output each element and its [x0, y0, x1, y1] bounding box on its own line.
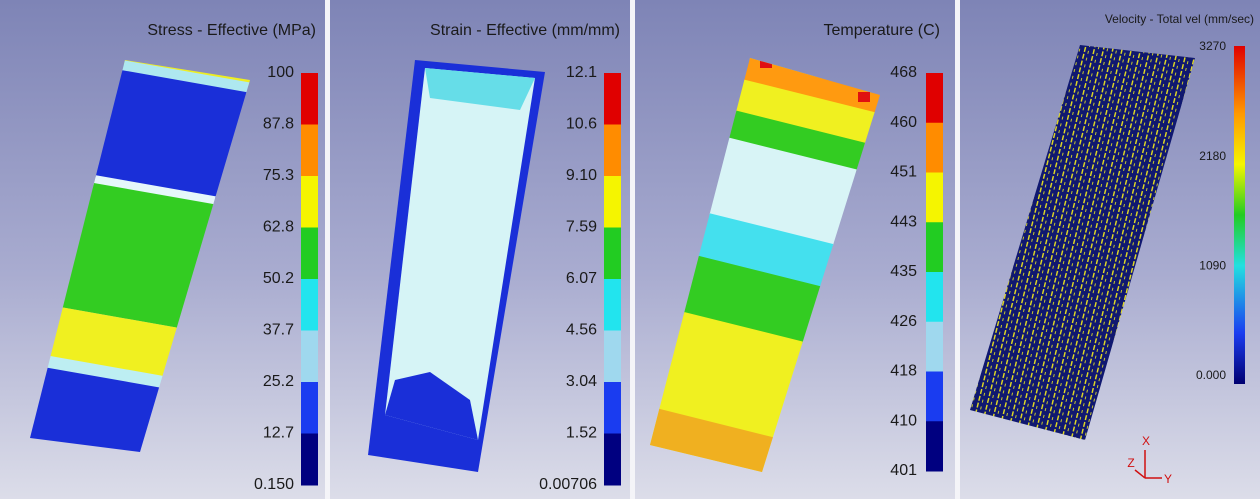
legend-label: 451: [890, 164, 917, 181]
legend-segment: [301, 330, 318, 383]
legend-segment: [301, 433, 318, 486]
legend-label: 75.3: [263, 167, 294, 184]
legend-label: 9.10: [566, 167, 597, 184]
legend-segment: [301, 279, 318, 331]
velocity-model: [970, 45, 1195, 440]
legend-segment: [604, 227, 621, 280]
legend-gradient: [1234, 46, 1245, 384]
legend-label: 7.59: [566, 219, 597, 236]
legend-segment: [926, 321, 943, 372]
divider: [955, 0, 960, 499]
legend-label: 12.1: [566, 64, 597, 81]
legend-label: 10.6: [566, 116, 597, 133]
panel-title: Strain - Effective (mm/mm): [430, 22, 620, 39]
legend-segment: [926, 371, 943, 422]
legend-label: 0.00706: [539, 476, 597, 493]
legend-segment: [604, 433, 621, 486]
legend-label: 443: [890, 213, 917, 230]
panel-title: Velocity - Total vel (mm/sec): [1105, 12, 1254, 26]
legend-segment: [604, 73, 621, 125]
legend-segment: [926, 272, 943, 323]
legend-label: 426: [890, 313, 917, 330]
divider: [325, 0, 330, 499]
legend-label: 0.150: [254, 476, 294, 493]
legend-label: 25.2: [263, 373, 294, 390]
legend-label: 435: [890, 263, 917, 280]
axis-z-label: Z: [1127, 456, 1134, 470]
legend-segment: [604, 279, 621, 331]
axis-x-label: X: [1142, 434, 1150, 448]
legend-label: 1090: [1199, 259, 1226, 273]
legend-label: 4.56: [566, 322, 597, 339]
legend-segment: [301, 176, 318, 228]
legend-segment: [301, 124, 318, 177]
legend-segment: [301, 227, 318, 280]
legend-segment: [604, 176, 621, 228]
legend-segment: [926, 421, 943, 472]
legend-label: 1.52: [566, 425, 597, 442]
legend-segment: [926, 222, 943, 273]
legend-label: 87.8: [263, 116, 294, 133]
legend-label: 37.7: [263, 322, 294, 339]
legend-label: 12.7: [263, 425, 294, 442]
legend-label: 468: [890, 64, 917, 81]
panel-title: Temperature (C): [824, 22, 940, 39]
legend-label: 0.000: [1196, 368, 1226, 382]
legend-label: 410: [890, 412, 917, 429]
legend-label: 3270: [1199, 39, 1226, 53]
legend-segment: [926, 172, 943, 223]
legend-segment: [301, 73, 318, 125]
legend-label: 6.07: [566, 270, 597, 287]
legend-label: 2180: [1199, 149, 1226, 163]
legend-segment: [926, 122, 943, 173]
legend-label: 460: [890, 114, 917, 131]
legend-label: 100: [267, 64, 294, 81]
legend-segment: [926, 73, 943, 124]
axes-triad: [1134, 450, 1162, 479]
legend-label: 50.2: [263, 270, 294, 287]
axis-y-label: Y: [1164, 472, 1172, 486]
legend-segment: [604, 382, 621, 434]
legend-label: 62.8: [263, 219, 294, 236]
legend-segment: [604, 330, 621, 383]
legend-label: 3.04: [566, 373, 597, 390]
legend-label: 401: [890, 462, 917, 479]
panel-title: Stress - Effective (MPa): [147, 22, 316, 39]
legend-segment: [604, 124, 621, 177]
legend-label: 418: [890, 363, 917, 380]
divider: [630, 0, 635, 499]
legend-segment: [301, 382, 318, 434]
